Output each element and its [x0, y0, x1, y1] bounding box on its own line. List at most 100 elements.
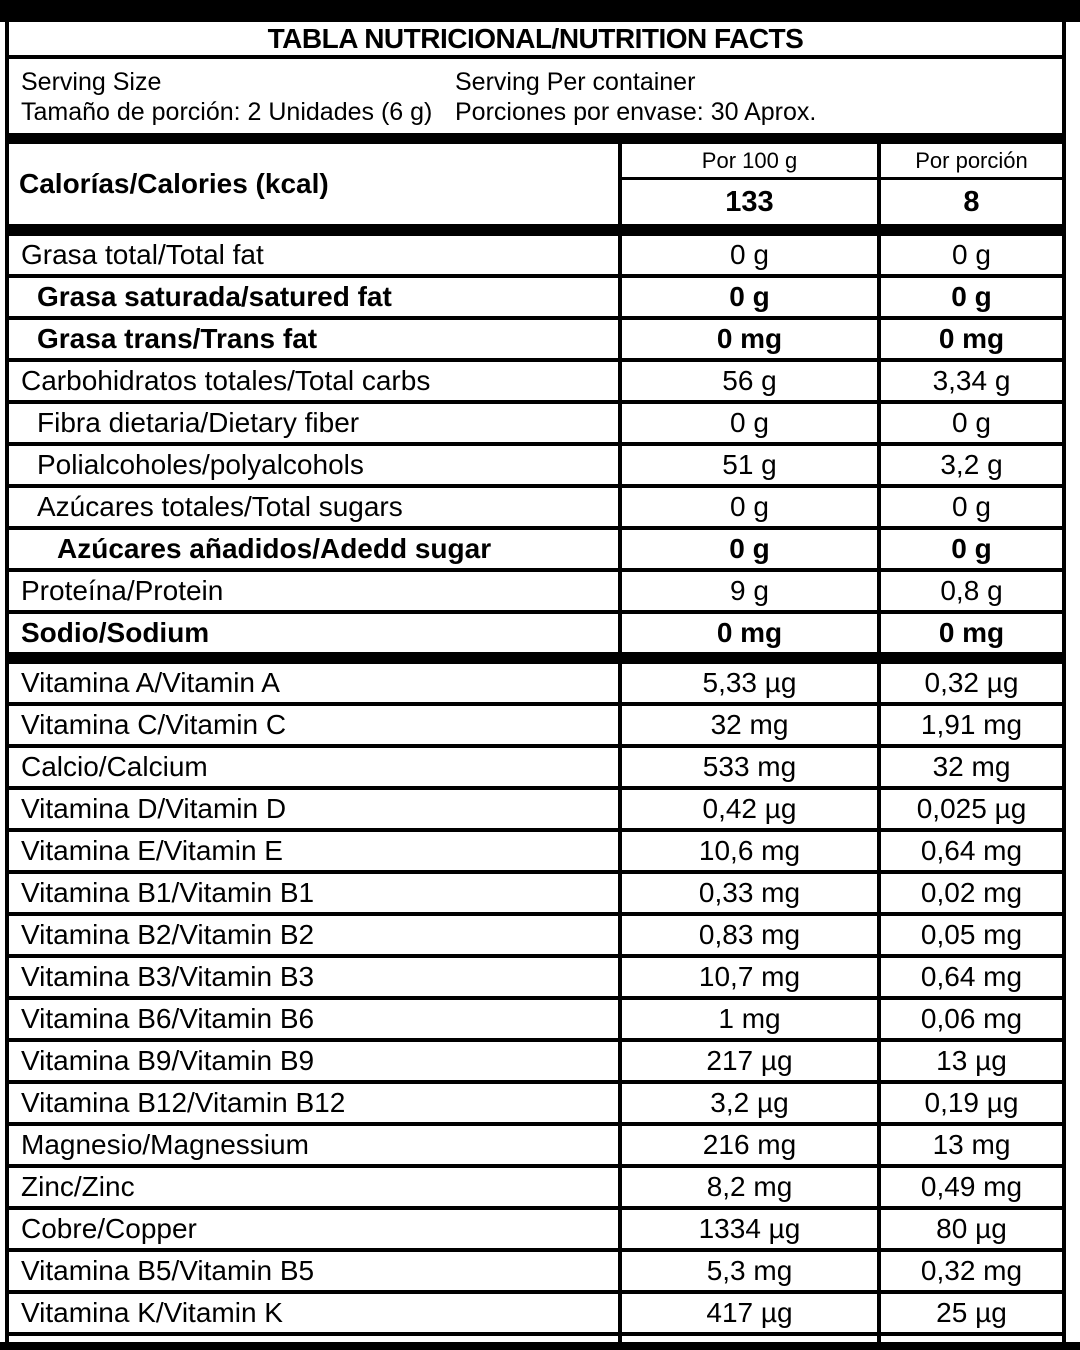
nutrient-label: Vitamina B3/Vitamin B3	[21, 961, 315, 992]
per-portion-value: 0,32 µg	[877, 664, 1062, 702]
nutrient-row: Vitamina C/Vitamin C 32 mg 1,91 mg	[9, 706, 1062, 748]
per-portion-value: 0,8 g	[877, 572, 1062, 610]
per-100g-value: 533 mg	[618, 748, 877, 786]
per-portion-value: 0 g	[877, 530, 1062, 568]
nutrient-label: Calcio/Calcium	[21, 751, 208, 782]
bottom-border-band	[0, 1342, 1080, 1350]
nutrient-label: Carbohidratos totales/Total carbs	[21, 365, 431, 396]
nutrient-label: Vitamina C/Vitamin C	[21, 709, 287, 740]
per-100g-column-header: Por 100 g	[618, 144, 877, 180]
serving-size-label: Serving Size	[21, 68, 162, 96]
nutrient-label: Azúcares totales/Total sugars	[37, 491, 403, 522]
serving-info-section: Serving Size Tamaño de porción: 2 Unidad…	[9, 59, 1062, 144]
per-portion-value: 0,49 mg	[877, 1168, 1062, 1206]
per-100g-value: 216 mg	[618, 1126, 877, 1164]
per-100g-value: 10,6 mg	[618, 832, 877, 870]
nutrient-row: Vitamina B2/Vitamin B2 0,83 mg 0,05 mg	[9, 916, 1062, 958]
nutrient-label: Vitamina E/Vitamin E	[21, 835, 283, 866]
nutrient-label: Grasa total/Total fat	[21, 239, 264, 270]
nutrient-label: Fibra dietaria/Dietary fiber	[37, 407, 360, 438]
per-100g-value: 9 g	[618, 572, 877, 610]
per-portion-value: 25 µg	[877, 1294, 1062, 1332]
nutrient-row: Calcio/Calcium 533 mg 32 mg	[9, 748, 1062, 790]
nutrient-row: Cobre/Copper 1334 µg 80 µg	[9, 1210, 1062, 1252]
nutrient-row: Grasa trans/Trans fat 0 mg 0 mg	[9, 320, 1062, 362]
per-100g-value: 0 mg	[618, 614, 877, 652]
label-box: TABLA NUTRICIONAL/NUTRITION FACTS Servin…	[5, 22, 1066, 1342]
nutrient-label: Vitamina A/Vitamin A	[21, 667, 280, 698]
per-100g-value: 51 g	[618, 446, 877, 484]
per-100g-value: 1 mg	[618, 1000, 877, 1038]
per-100g-value: 0,33 mg	[618, 874, 877, 912]
per-100g-value: 1334 µg	[618, 1210, 877, 1248]
per-portion-value: 3,2 g	[877, 446, 1062, 484]
nutrient-label: Vitamina B2/Vitamin B2	[21, 919, 315, 950]
nutrient-label: Vitamina B12/Vitamin B12	[21, 1087, 346, 1118]
nutrient-row: Vitamina B3/Vitamin B3 10,7 mg 0,64 mg	[9, 958, 1062, 1000]
nutrient-row: Zinc/Zinc 8,2 mg 0,49 mg	[9, 1168, 1062, 1210]
calories-label: Calorías/Calories (kcal)	[19, 168, 329, 199]
per-portion-value: 0 mg	[877, 614, 1062, 652]
per-100g-value: 3,2 µg	[618, 1084, 877, 1122]
nutrient-label: Vitamina B5/Vitamin B5	[21, 1255, 315, 1286]
per-portion-value: 0,025 µg	[877, 790, 1062, 828]
nutrient-label: Vitamina B9/Vitamin B9	[21, 1045, 315, 1076]
per-100g-value: 5,33 µg	[618, 664, 877, 702]
per-100g-value: 0,83 mg	[618, 916, 877, 954]
nutrient-row: Vitamina A/Vitamin A 5,33 µg 0,32 µg	[9, 664, 1062, 706]
per-100g-value: 32 mg	[618, 706, 877, 744]
per-portion-value: 1,91 mg	[877, 706, 1062, 744]
nutrient-row: Carbohidratos totales/Total carbs 56 g 3,3…	[9, 362, 1062, 404]
nutrient-label: Vitamina B1/Vitamin B1	[21, 877, 315, 908]
per-100g-value: 417 µg	[618, 1294, 877, 1332]
bottom-partial-row	[9, 1336, 1062, 1342]
nutrient-label: Grasa saturada/satured fat	[37, 281, 392, 312]
per-portion-value: 0,05 mg	[877, 916, 1062, 954]
per-100g-value: 10,7 mg	[618, 958, 877, 996]
nutrient-label: Vitamina B6/Vitamin B6	[21, 1003, 315, 1034]
nutrient-label: Cobre/Copper	[21, 1213, 197, 1244]
per-100g-value: 0 g	[618, 278, 877, 316]
per-portion-value: 0,32 mg	[877, 1252, 1062, 1290]
per-container-label: Serving Per container	[455, 68, 696, 96]
nutrient-row: Vitamina E/Vitamin E 10,6 mg 0,64 mg	[9, 832, 1062, 874]
per-100g-value: 56 g	[618, 362, 877, 400]
nutrient-row: Vitamina B1/Vitamin B1 0,33 mg 0,02 mg	[9, 874, 1062, 916]
per-portion-value: 80 µg	[877, 1210, 1062, 1248]
per-portion-value: 0,64 mg	[877, 958, 1062, 996]
nutrient-label: Azúcares añadidos/Adedd sugar	[57, 533, 492, 564]
nutrient-label: Proteína/Protein	[21, 575, 224, 606]
nutrient-row: Vitamina B6/Vitamin B6 1 mg 0,06 mg	[9, 1000, 1062, 1042]
per-100g-value: 5,3 mg	[618, 1252, 877, 1290]
per-portion-value: 0 g	[877, 488, 1062, 526]
per-portion-value: 13 µg	[877, 1042, 1062, 1080]
calories-per-portion-value: 8	[877, 180, 1062, 224]
serving-size-block: Serving Size Tamaño de porción: 2 Unidad…	[21, 67, 455, 133]
calories-section: Calorías/Calories (kcal) Por 100 g Por p…	[9, 144, 1062, 236]
nutrient-label: Polialcoholes/polyalcohols	[37, 449, 364, 480]
nutrient-row: Vitamina K/Vitamin K 417 µg 25 µg	[9, 1294, 1062, 1336]
nutrient-label: Vitamina K/Vitamin K	[21, 1297, 283, 1328]
per-100g-value: 217 µg	[618, 1042, 877, 1080]
nutrient-row: Vitamina B12/Vitamin B12 3,2 µg 0,19 µg	[9, 1084, 1062, 1126]
nutrient-label: Sodio/Sodium	[21, 617, 210, 648]
per-container-value: Porciones por envase: 30 Aprox.	[455, 98, 817, 126]
per-portion-value: 3,34 g	[877, 362, 1062, 400]
per-portion-value: 0,06 mg	[877, 1000, 1062, 1038]
nutrient-row: Sodio/Sodium 0 mg 0 mg	[9, 614, 1062, 664]
per-portion-value: 0,19 µg	[877, 1084, 1062, 1122]
per-100g-value: 0 g	[618, 488, 877, 526]
nutrient-row: Vitamina B5/Vitamin B5 5,3 mg 0,32 mg	[9, 1252, 1062, 1294]
per-100g-value: 0,42 µg	[618, 790, 877, 828]
label-title: TABLA NUTRICIONAL/NUTRITION FACTS	[9, 22, 1062, 59]
servings-per-container-block: Serving Per container Porciones por enva…	[455, 67, 1062, 133]
nutrient-row: Vitamina B9/Vitamin B9 217 µg 13 µg	[9, 1042, 1062, 1084]
nutrient-row: Magnesio/Magnessium 216 mg 13 mg	[9, 1126, 1062, 1168]
